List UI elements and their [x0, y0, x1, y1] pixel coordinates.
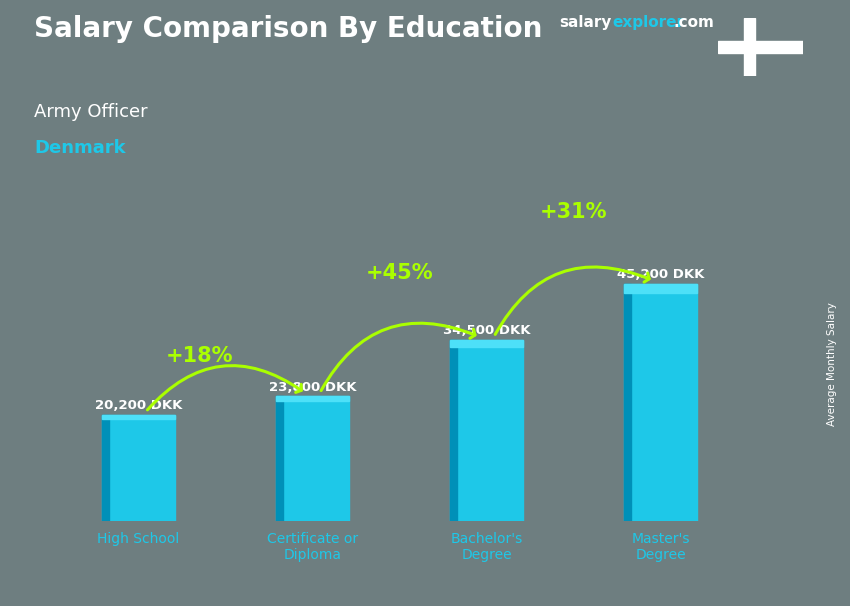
Bar: [450, 340, 457, 521]
Bar: [624, 284, 697, 293]
Text: 20,200 DKK: 20,200 DKK: [94, 399, 182, 413]
Text: 34,500 DKK: 34,500 DKK: [443, 324, 530, 338]
Text: Denmark: Denmark: [34, 139, 126, 158]
Bar: [450, 340, 523, 521]
Bar: [718, 41, 803, 53]
Text: 45,200 DKK: 45,200 DKK: [617, 268, 705, 281]
Text: Army Officer: Army Officer: [34, 103, 148, 121]
Text: explorer: explorer: [612, 15, 684, 30]
Text: +45%: +45%: [366, 263, 434, 283]
Bar: [624, 284, 697, 521]
Bar: [624, 284, 632, 521]
Bar: [102, 415, 175, 419]
Bar: [102, 415, 175, 521]
Text: +18%: +18%: [166, 346, 233, 366]
Bar: [450, 340, 523, 347]
Text: .com: .com: [673, 15, 714, 30]
Text: 23,800 DKK: 23,800 DKK: [269, 381, 356, 393]
Bar: [744, 18, 755, 76]
Text: Average Monthly Salary: Average Monthly Salary: [827, 302, 837, 425]
Bar: [276, 396, 349, 401]
Text: Salary Comparison By Education: Salary Comparison By Education: [34, 15, 542, 43]
Bar: [276, 396, 283, 521]
Text: salary: salary: [559, 15, 612, 30]
Bar: [276, 396, 349, 521]
Text: +31%: +31%: [540, 202, 608, 222]
Bar: [102, 415, 109, 521]
